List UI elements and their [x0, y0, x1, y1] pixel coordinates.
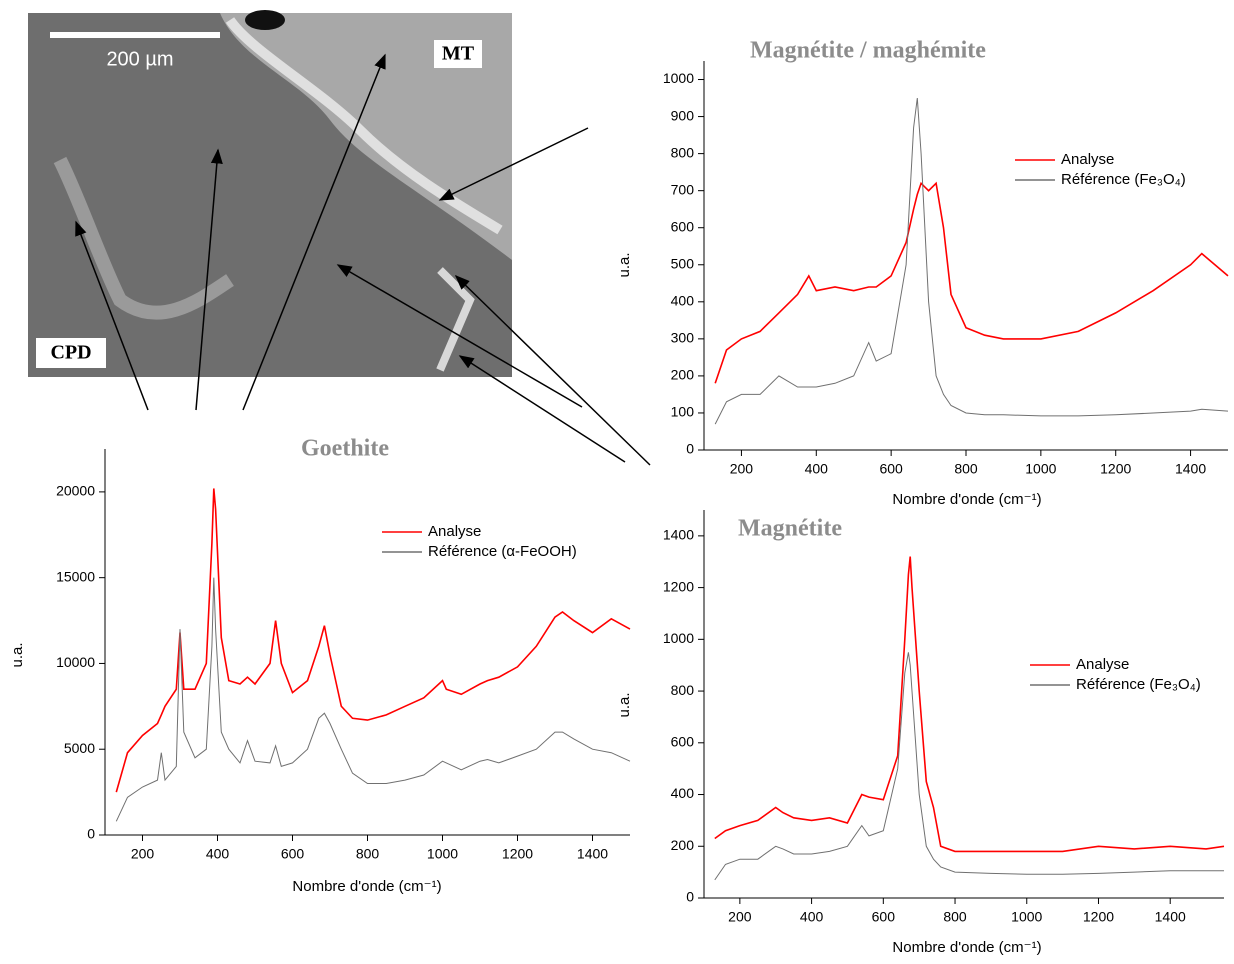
x-tick-label: 400 — [206, 846, 230, 862]
x-tick-label: 800 — [356, 846, 380, 862]
spectrum-line — [714, 652, 1224, 881]
y-tick-label: 200 — [671, 837, 695, 853]
x-tick-label: 1200 — [1083, 909, 1114, 925]
y-tick-label: 1000 — [663, 630, 694, 646]
spectrum-line — [115, 577, 631, 822]
x-tick-label: 800 — [954, 461, 978, 477]
scale-label: 200 µm — [106, 48, 173, 70]
legend-label: Analyse — [1061, 151, 1114, 168]
y-tick-label: 200 — [671, 367, 695, 383]
legend-label: Référence (Fe₃O₄) — [1076, 676, 1201, 693]
spectrum-line — [714, 556, 1225, 853]
spectrum-line — [714, 181, 1229, 384]
legend-label: Analyse — [428, 523, 481, 540]
x-tick-label: 1400 — [1155, 909, 1186, 925]
x-tick-label: 1000 — [427, 846, 458, 862]
x-tick-label: 1000 — [1011, 909, 1042, 925]
x-tick-label: 1400 — [577, 846, 608, 862]
y-tick-label: 500 — [671, 255, 695, 271]
x-tick-label: 1000 — [1025, 461, 1056, 477]
x-tick-label: 400 — [805, 461, 829, 477]
legend-label: Analyse — [1076, 656, 1129, 673]
spectrum-line — [714, 97, 1229, 425]
y-tick-label: 900 — [671, 107, 695, 123]
y-tick-label: 15000 — [56, 568, 95, 584]
chart-title: Goethite — [301, 436, 389, 462]
chart-title: Magnétite / maghémite — [750, 38, 986, 64]
y-axis-label: u.a. — [616, 692, 633, 717]
y-tick-label: 0 — [686, 889, 694, 905]
scale-bar — [50, 32, 220, 38]
arrows — [75, 53, 651, 466]
x-axis-label: Nombre d'onde (cm⁻¹) — [292, 878, 441, 895]
x-tick-label: 800 — [943, 909, 967, 925]
y-tick-label: 1000 — [663, 70, 694, 86]
y-tick-label: 20000 — [56, 483, 95, 499]
x-tick-label: 600 — [872, 909, 896, 925]
y-tick-label: 300 — [671, 330, 695, 346]
y-tick-label: 400 — [671, 785, 695, 801]
y-tick-label: 5000 — [64, 740, 95, 756]
y-tick-label: 0 — [686, 441, 694, 457]
spectrum-line — [115, 488, 631, 793]
y-tick-label: 0 — [87, 826, 95, 842]
micrograph: 200 µm MT CPD — [28, 10, 512, 377]
y-axis-label: u.a. — [9, 642, 26, 667]
y-tick-label: 600 — [671, 218, 695, 234]
y-tick-label: 100 — [671, 404, 695, 420]
y-tick-label: 1400 — [663, 527, 694, 543]
x-tick-label: 1200 — [502, 846, 533, 862]
y-tick-label: 400 — [671, 293, 695, 309]
x-tick-label: 600 — [281, 846, 305, 862]
chart-title: Magnétite — [738, 516, 842, 542]
y-tick-label: 600 — [671, 734, 695, 750]
y-tick-label: 800 — [671, 144, 695, 160]
x-tick-label: 200 — [730, 461, 754, 477]
x-tick-label: 1400 — [1175, 461, 1206, 477]
legend-label: Référence (Fe₃O₄) — [1061, 171, 1186, 188]
y-tick-label: 800 — [671, 682, 695, 698]
x-tick-label: 200 — [131, 846, 155, 862]
label-mt: MT — [442, 43, 475, 65]
x-tick-label: 400 — [800, 909, 824, 925]
label-cpd: CPD — [50, 342, 91, 364]
x-axis-label: Nombre d'onde (cm⁻¹) — [892, 939, 1041, 956]
x-axis-label: Nombre d'onde (cm⁻¹) — [892, 491, 1041, 508]
x-tick-label: 600 — [879, 461, 903, 477]
y-axis-label: u.a. — [616, 252, 633, 277]
y-tick-label: 700 — [671, 181, 695, 197]
y-tick-label: 10000 — [56, 654, 95, 670]
x-tick-label: 1200 — [1100, 461, 1131, 477]
x-tick-label: 200 — [728, 909, 752, 925]
y-tick-label: 1200 — [663, 578, 694, 594]
legend-label: Référence (α-FeOOH) — [428, 543, 577, 560]
